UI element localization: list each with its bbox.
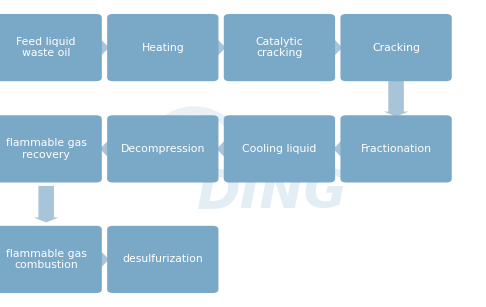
- Polygon shape: [333, 40, 342, 56]
- FancyBboxPatch shape: [107, 226, 219, 293]
- Polygon shape: [216, 141, 226, 157]
- Polygon shape: [100, 40, 109, 56]
- Text: Feed liquid
waste oil: Feed liquid waste oil: [17, 37, 76, 58]
- Polygon shape: [383, 80, 409, 117]
- Text: flammable gas
recovery: flammable gas recovery: [6, 138, 87, 160]
- FancyBboxPatch shape: [340, 14, 451, 81]
- Polygon shape: [216, 40, 226, 56]
- Text: DING: DING: [197, 167, 347, 220]
- FancyBboxPatch shape: [0, 226, 102, 293]
- Text: Heating: Heating: [141, 43, 184, 52]
- FancyBboxPatch shape: [340, 115, 451, 182]
- Text: Cracking: Cracking: [372, 43, 420, 52]
- Polygon shape: [100, 251, 109, 267]
- Polygon shape: [333, 141, 342, 157]
- Text: desulfurization: desulfurization: [122, 255, 203, 264]
- Text: Fractionation: Fractionation: [361, 144, 432, 154]
- Polygon shape: [34, 186, 59, 222]
- Polygon shape: [100, 141, 109, 157]
- FancyBboxPatch shape: [0, 14, 102, 81]
- Text: Decompression: Decompression: [121, 144, 205, 154]
- FancyBboxPatch shape: [224, 115, 335, 182]
- Text: Cooling liquid: Cooling liquid: [242, 144, 317, 154]
- FancyBboxPatch shape: [107, 115, 219, 182]
- FancyBboxPatch shape: [107, 14, 219, 81]
- Text: Catalytic
cracking: Catalytic cracking: [256, 37, 303, 58]
- Text: flammable gas
combustion: flammable gas combustion: [6, 249, 87, 270]
- FancyBboxPatch shape: [0, 115, 102, 182]
- FancyBboxPatch shape: [224, 14, 335, 81]
